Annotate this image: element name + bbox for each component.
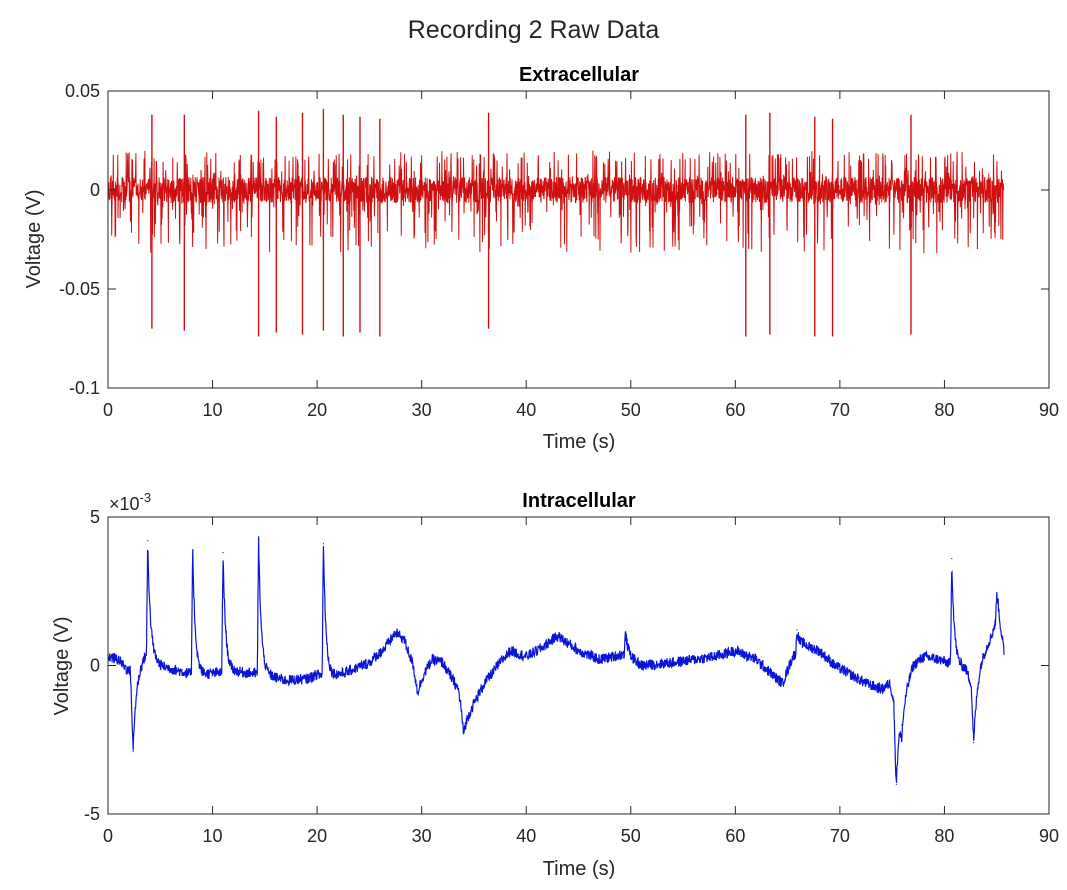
intracellular-event-point [996, 593, 998, 595]
extracellular-ylabel: Voltage (V) [23, 190, 45, 289]
extracellular-xtick-label: 30 [412, 400, 432, 420]
extracellular-xtick-label: 90 [1039, 400, 1059, 420]
intracellular-event-point [222, 552, 224, 554]
intracellular-ylabel: Voltage (V) [51, 617, 73, 716]
intracellular-xtick-label: 30 [412, 826, 432, 846]
intracellular-event-point [147, 540, 149, 542]
intracellular-xtick-label: 40 [516, 826, 536, 846]
intracellular-xtick-label: 0 [103, 826, 113, 846]
intracellular-event-point [462, 733, 465, 735]
intracellular-event-point [257, 537, 260, 539]
extracellular-ticks: 0 10 20 30 40 50 60 70 80 90 0.05 0 -0.05 -0.1 [59, 81, 1059, 420]
extracellular-xtick-label: 20 [307, 400, 327, 420]
extracellular-xtick-label: 40 [516, 400, 536, 420]
extracellular-xtick-label: 70 [830, 400, 850, 420]
intracellular-event-point [322, 543, 324, 545]
intracellular-xtick-label: 90 [1039, 826, 1059, 846]
intracellular-event-point [796, 629, 798, 631]
extracellular-xtick-label: 0 [103, 400, 113, 420]
exponent-base: ×10 [109, 494, 140, 514]
intracellular-plot-area [107, 536, 1005, 785]
intracellular-xtick-label: 50 [621, 826, 641, 846]
intracellular-xtick-label: 80 [934, 826, 954, 846]
intracellular-xtick-label: 60 [725, 826, 745, 846]
extracellular-ytick-label: -0.1 [69, 378, 100, 398]
intracellular-event-point [895, 783, 897, 785]
intracellular-xtick-label: 10 [203, 826, 223, 846]
intracellular-event-point [132, 751, 134, 753]
extracellular-series-line [107, 150, 1005, 254]
extracellular-xlabel: Time (s) [543, 431, 616, 453]
intracellular-axes-frame [107, 516, 1050, 815]
extracellular-xtick-label: 10 [203, 400, 223, 420]
extracellular-ytick-label: 0 [90, 180, 100, 200]
extracellular-title: Extracellular [519, 64, 639, 86]
figure-title: Recording 2 Raw Data [407, 16, 660, 44]
extracellular-plot-area [107, 108, 1005, 337]
intracellular-event-point [951, 557, 953, 560]
extracellular-axes-frame [107, 90, 1050, 389]
intracellular-xtick-label: 20 [307, 826, 327, 846]
intracellular-event-point [624, 632, 627, 634]
intracellular-title: Intracellular [522, 490, 636, 512]
extracellular-axes: Extracellular 0 10 20 30 40 50 60 70 80 900.050-0… [23, 64, 1059, 453]
extracellular-xtick-label: 50 [621, 400, 641, 420]
intracellular-event-point [900, 724, 903, 726]
intracellular-ytick-label: -5 [84, 804, 100, 824]
intracellular-ytick-label: 0 [90, 656, 100, 676]
intracellular-event-point [973, 742, 975, 744]
intracellular-exponent-label: ×10-3 [109, 490, 151, 514]
intracellular-ytick-label: 5 [90, 507, 100, 527]
intracellular-series-line [107, 536, 1005, 783]
intracellular-xlabel: Time (s) [543, 858, 616, 880]
intracellular-event-point [192, 549, 194, 551]
extracellular-xtick-label: 80 [934, 400, 954, 420]
extracellular-xtick-label: 60 [725, 400, 745, 420]
extracellular-ytick-label: -0.05 [59, 279, 100, 299]
exponent-power: -3 [140, 490, 152, 505]
intracellular-xtick-label: 70 [830, 826, 850, 846]
extracellular-ytick-label: 0.05 [65, 81, 100, 101]
